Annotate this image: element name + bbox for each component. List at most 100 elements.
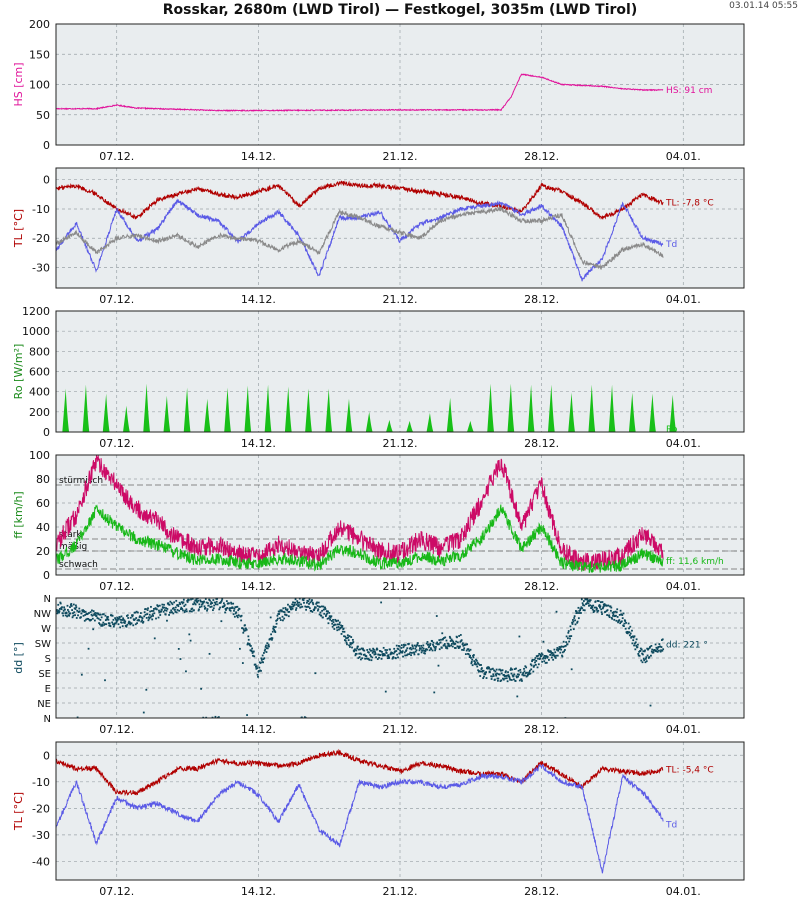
panel-1: 07.12. 14.12. 21.12. 28.12. 04.01. 0 50 100 150 2…	[12, 18, 745, 163]
wind-direction-point	[77, 614, 79, 617]
wind-direction-point	[201, 602, 204, 605]
wind-direction-point	[580, 598, 583, 601]
wind-direction-point	[491, 675, 493, 678]
wind-direction-point	[428, 649, 431, 652]
wind-direction-point	[272, 627, 275, 630]
wind-direction-point	[524, 672, 527, 674]
wind-direction-point	[101, 624, 104, 627]
wind-direction-point	[332, 621, 335, 623]
wind-direction-point	[409, 646, 412, 649]
wind-direction-point	[395, 650, 398, 652]
wind-direction-point	[467, 653, 470, 656]
wind-direction-point	[567, 630, 570, 632]
wind-direction-point	[116, 616, 119, 619]
wind-direction-point	[197, 609, 200, 612]
wind-direction-point	[289, 607, 292, 609]
series-tl-line	[56, 748, 664, 797]
wind-direction-point	[507, 674, 510, 676]
wind-direction-point	[56, 609, 58, 612]
value-annotation: dd: 221 °	[666, 640, 708, 650]
wind-direction-point	[612, 611, 615, 613]
wind-direction-point	[574, 619, 576, 622]
wind-direction-point	[464, 653, 467, 656]
wind-direction-point	[68, 614, 71, 617]
wind-direction-point	[470, 656, 472, 659]
wind-direction-point	[480, 664, 482, 666]
wind-direction-point	[529, 672, 532, 675]
wind-direction-point	[526, 674, 529, 677]
wind-direction-point	[410, 648, 413, 651]
wind-direction-point	[448, 644, 450, 647]
wind-direction-point	[543, 654, 546, 657]
wind-direction-point	[610, 606, 613, 609]
wind-direction-point	[159, 614, 162, 616]
wind-direction-point	[284, 607, 287, 609]
wind-direction-point	[352, 641, 355, 643]
wind-direction-point	[532, 665, 535, 668]
wind-direction-point	[502, 678, 505, 681]
wind-direction-point	[182, 601, 185, 604]
panel-6: 07.12. 14.12. 21.12. 28.12. 04.01. 0 -10 -20 -30…	[12, 741, 745, 898]
wind-direction-point	[74, 608, 77, 610]
wind-direction-point	[596, 607, 598, 610]
wind-direction-point	[180, 606, 183, 609]
wind-direction-point	[141, 617, 144, 620]
wind-direction-point	[557, 649, 560, 652]
wind-direction-point	[165, 609, 168, 612]
wind-direction-point	[220, 620, 223, 623]
wind-direction-point	[650, 644, 653, 647]
wind-direction-point	[166, 608, 169, 610]
wind-direction-point	[312, 603, 315, 606]
wind-direction-point	[72, 603, 75, 606]
wind-direction-point	[522, 674, 525, 677]
reference-label: stark	[59, 530, 82, 540]
wind-direction-point	[612, 613, 615, 616]
wind-direction-point	[553, 655, 556, 658]
wind-direction-point	[651, 648, 654, 651]
wind-direction-point	[195, 598, 198, 600]
wind-direction-point	[142, 711, 145, 714]
wind-direction-point	[279, 617, 281, 620]
wind-direction-point	[177, 605, 180, 608]
wind-direction-point	[478, 670, 481, 672]
wind-direction-point	[393, 647, 396, 650]
irradiance-peak	[568, 392, 575, 432]
wind-direction-point	[521, 673, 524, 676]
wind-direction-point	[187, 598, 190, 601]
wind-direction-point	[194, 603, 197, 606]
wind-direction-point	[192, 603, 195, 606]
wind-direction-point	[534, 661, 536, 664]
wind-direction-point	[650, 654, 652, 657]
wind-direction-point	[459, 634, 462, 636]
wind-direction-point	[251, 647, 254, 650]
wind-direction-point	[620, 620, 623, 623]
wind-direction-point	[125, 625, 128, 628]
wind-direction-point	[103, 623, 106, 625]
wind-direction-point	[395, 644, 398, 647]
wind-direction-point	[438, 639, 441, 641]
y-tick-label-e: E	[45, 684, 51, 695]
wind-direction-point	[56, 610, 59, 613]
wind-direction-point	[58, 611, 60, 614]
wind-direction-point	[274, 626, 277, 628]
wind-direction-point	[219, 606, 221, 609]
wind-direction-point	[465, 649, 468, 652]
wind-direction-point	[499, 669, 502, 672]
value-annotation: TL: -5,4 °C	[665, 766, 714, 776]
wind-direction-point	[645, 656, 648, 659]
wind-direction-point	[231, 606, 234, 609]
wind-direction-point	[603, 604, 606, 607]
wind-direction-point	[554, 657, 557, 659]
wind-direction-point	[443, 644, 446, 646]
wind-direction-point	[291, 603, 294, 606]
wind-direction-point	[627, 631, 630, 634]
wind-direction-point	[346, 634, 349, 637]
wind-direction-point	[153, 637, 156, 640]
wind-direction-point	[357, 645, 359, 648]
wind-direction-point	[224, 611, 227, 614]
wind-direction-point	[525, 666, 528, 669]
y-tick-label: 0	[43, 749, 50, 762]
wind-direction-point	[213, 604, 216, 607]
wind-direction-point	[345, 641, 348, 644]
wind-direction-point	[426, 648, 428, 651]
